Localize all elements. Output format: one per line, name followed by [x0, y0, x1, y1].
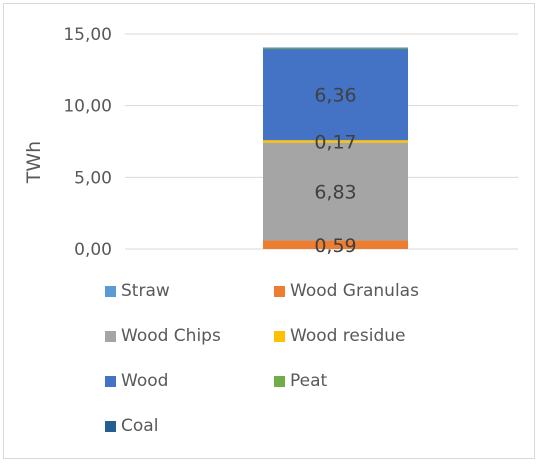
- legend-item: Peat: [274, 371, 327, 391]
- bar-segment-peat: [263, 48, 408, 50]
- legend-label: Wood Chips: [121, 326, 221, 346]
- bar-segment-wood-granulas: [263, 240, 408, 249]
- legend-label: Wood: [121, 371, 169, 391]
- y-axis-label: TWh: [23, 141, 45, 184]
- legend-item: Wood residue: [274, 326, 406, 346]
- legend-swatch: [274, 330, 285, 342]
- data-labels: 0,59 6,83 0,17 6,36: [314, 85, 356, 257]
- bar-segments: [263, 47, 408, 249]
- y-axis-ticks: 0,00 5,00 10,00 15,00: [63, 25, 112, 260]
- legend-label: Straw: [121, 281, 170, 301]
- y-tick-label: 5,00: [74, 168, 112, 188]
- y-tick-label: 10,00: [63, 97, 112, 117]
- legend-item: Wood Granulas: [274, 281, 419, 301]
- bar-segment-coal: [263, 47, 408, 49]
- data-label-wood-residue: 0,17: [314, 131, 356, 153]
- y-tick-label: 0,00: [74, 240, 112, 260]
- data-label-wood-chips: 6,83: [314, 182, 356, 204]
- legend-item: Straw: [105, 281, 170, 301]
- legend-label: Wood residue: [290, 326, 406, 346]
- legend-item: Wood Chips: [105, 326, 221, 346]
- bar-segment-wood: [263, 49, 408, 141]
- legend-swatch: [105, 375, 116, 387]
- data-label-wood-granulas: 0,59: [314, 235, 356, 257]
- legend-item: Wood: [105, 371, 168, 391]
- bar-segment-wood-residue: [263, 140, 408, 143]
- legend-label: Coal: [121, 416, 159, 436]
- legend-swatch: [105, 285, 116, 297]
- legend-swatch: [105, 330, 116, 342]
- legend-swatch: [105, 420, 116, 432]
- data-label-wood: 6,36: [314, 85, 356, 107]
- legend-label: Wood Granulas: [290, 281, 419, 301]
- legend-swatch: [274, 285, 285, 297]
- legend-swatch: [274, 375, 285, 387]
- y-tick-label: 15,00: [63, 25, 112, 45]
- bar-segment-wood-chips: [263, 142, 408, 241]
- legend-label: Peat: [290, 371, 328, 391]
- legend-item: Coal: [105, 416, 158, 436]
